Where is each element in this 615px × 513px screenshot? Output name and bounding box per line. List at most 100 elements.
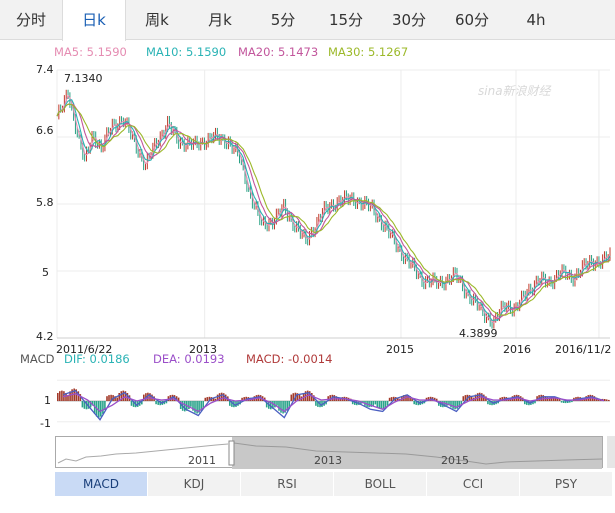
macd-histogram-bar <box>552 396 555 401</box>
macd-histogram-bar <box>470 396 473 401</box>
macd-histogram-bar <box>120 391 123 401</box>
macd-histogram-bar <box>91 401 94 406</box>
macd-histogram-bar <box>392 396 395 401</box>
ma20-legend: MA20: 5.1473 <box>238 45 319 59</box>
tab-30min[interactable]: 30分 <box>391 11 427 29</box>
macd-histogram-bar <box>157 401 159 405</box>
macd-histogram-bar <box>388 397 391 401</box>
macd-histogram-bar <box>81 401 84 408</box>
tab-daily-k[interactable]: 日k <box>62 0 126 41</box>
tab-monthly-k[interactable]: 月k <box>208 11 232 29</box>
macd-histogram-bar <box>608 399 610 401</box>
macd-histogram-bar <box>460 401 463 406</box>
indicator-tab-bar: MACD KDJ RSI BOLL CCI PSY <box>55 472 615 496</box>
macd-histogram-bar <box>141 401 143 405</box>
macd-histogram-bar <box>548 397 551 401</box>
navigator-left-handle[interactable] <box>228 440 235 466</box>
macd-histogram-bar <box>179 401 182 409</box>
tab-macd[interactable]: MACD <box>55 472 148 496</box>
macd-histogram-bar <box>278 401 280 411</box>
macd-histogram-bar <box>317 401 319 407</box>
macd-histogram-bar <box>118 393 120 401</box>
macd-histogram-bar <box>175 396 178 401</box>
macd-histogram-bar <box>308 391 311 401</box>
macd-histogram-bar <box>114 396 116 401</box>
navigator-scrollbar[interactable] <box>607 436 615 468</box>
macd-histogram-bar <box>380 401 383 410</box>
tab-60min[interactable]: 60分 <box>454 11 490 29</box>
macd-histogram-bar <box>433 397 436 401</box>
macd-histogram-bar <box>509 398 512 401</box>
macd-tick-label: 1 <box>44 394 51 407</box>
macd-histogram-bar <box>491 401 493 406</box>
tab-15min[interactable]: 15分 <box>328 11 364 29</box>
macd-dif-line <box>62 389 605 421</box>
macd-histogram-bar <box>427 397 430 401</box>
macd-histogram-bar <box>390 397 393 401</box>
macd-histogram-bar <box>190 401 192 407</box>
ma10-legend: MA10: 5.1590 <box>146 45 227 59</box>
navigator-selected-range[interactable] <box>232 437 602 469</box>
macd-histogram-bar <box>370 401 372 407</box>
ma30-legend: MA30: 5.1267 <box>328 45 409 59</box>
navigator-overview-line <box>57 437 603 469</box>
macd-histogram-bar <box>311 393 313 401</box>
time-range-navigator[interactable]: 2011 2013 2015 <box>55 436 603 469</box>
macd-histogram-bar <box>438 401 440 406</box>
macd-histogram-bar <box>382 401 385 409</box>
macd-histogram-bar <box>202 401 204 408</box>
macd-dea-line <box>62 393 605 413</box>
kline-chart[interactable] <box>0 40 615 436</box>
macd-histogram-bar <box>333 395 336 401</box>
macd-histogram-bar <box>194 401 196 413</box>
tab-kdj[interactable]: KDJ <box>148 472 241 496</box>
macd-histogram-bar <box>143 394 145 401</box>
date-axis-label: 2015 <box>386 343 414 356</box>
macd-histogram-bar <box>222 393 225 401</box>
macd-histogram-bar <box>374 401 377 405</box>
macd-histogram-bar <box>77 391 80 401</box>
tab-cci[interactable]: CCI <box>427 472 520 496</box>
tab-rsi[interactable]: RSI <box>241 472 334 496</box>
macd-histogram-bar <box>61 390 63 401</box>
macd-histogram-bar <box>184 401 186 412</box>
macd-histogram-bar <box>497 401 499 404</box>
macd-histogram-bar <box>558 398 561 401</box>
ma20-line <box>56 103 611 320</box>
macd-histogram-bar <box>69 391 71 401</box>
macd-histogram-bar <box>241 397 243 401</box>
macd-histogram-bar <box>75 389 77 401</box>
macd-histogram-bar <box>87 401 90 409</box>
macd-histogram-bar <box>409 396 411 401</box>
tab-4h[interactable]: 4h <box>526 11 546 29</box>
macd-histogram-bar <box>102 401 104 414</box>
date-axis-label: 2016/11/2 <box>555 343 612 356</box>
macd-histogram-bar <box>243 397 245 401</box>
tab-5min[interactable]: 5分 <box>270 11 296 29</box>
tab-weekly-k[interactable]: 周k <box>145 11 169 29</box>
macd-histogram-bar <box>204 397 207 401</box>
macd-histogram-bar <box>108 395 110 401</box>
macd-histogram-bar <box>83 401 86 409</box>
tab-psy[interactable]: PSY <box>520 472 613 496</box>
macd-histogram-bar <box>474 394 477 401</box>
macd-histogram-bar <box>526 401 528 405</box>
macd-histogram-bar <box>98 401 100 418</box>
macd-histogram-bar <box>450 401 452 408</box>
tab-boll[interactable]: BOLL <box>334 472 427 496</box>
macd-histogram-bar <box>251 398 254 401</box>
macd-histogram-bar <box>298 394 301 401</box>
macd-histogram-bar <box>85 401 88 410</box>
price-tick-label: 6.6 <box>36 124 54 137</box>
price-tick-label: 4.2 <box>36 330 54 343</box>
macd-histogram-bar <box>413 401 415 405</box>
macd-dea-legend: DEA: 0.0193 <box>153 352 225 366</box>
tab-intraday[interactable]: 分时 <box>15 11 46 29</box>
period-tab-bar: 分时 日k 周k 月k 5分 15分 30分 60分 4h <box>0 0 615 41</box>
macd-histogram-bar <box>132 401 135 407</box>
macd-histogram-bar <box>165 401 168 404</box>
macd-histogram-bar <box>188 401 190 409</box>
macd-histogram-bar <box>315 401 317 406</box>
macd-histogram-bar <box>464 395 467 401</box>
macd-histogram-bar <box>476 393 479 401</box>
